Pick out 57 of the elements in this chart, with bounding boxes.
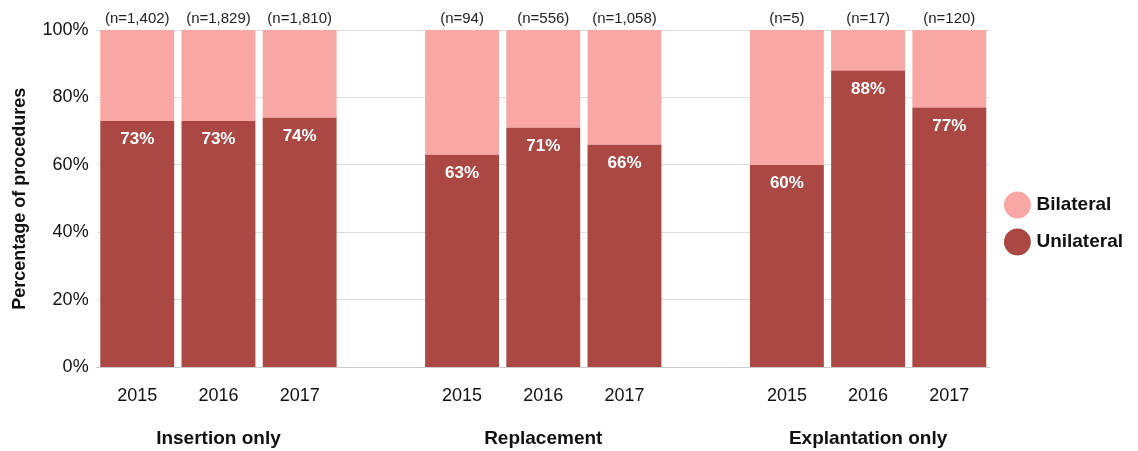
- text: (n=94): [440, 8, 484, 26]
- x-tick-label: 2015: [766, 385, 807, 406]
- bar: [587, 144, 662, 367]
- bar: [749, 30, 824, 165]
- data-label: 60%: [769, 173, 804, 193]
- bar: [425, 154, 500, 367]
- text: (n=1,402): [104, 8, 170, 26]
- x-tick-label: 2017: [604, 385, 645, 406]
- bar: [100, 121, 175, 367]
- x-tick-label: 2017: [279, 385, 320, 406]
- data-label: 77%: [932, 115, 967, 135]
- legend-label: Unilateral: [1036, 230, 1124, 252]
- data-label: 73%: [201, 129, 236, 149]
- y-tick-label: 20%: [52, 288, 89, 309]
- text: (n=17): [846, 8, 890, 26]
- y-tick-label: 40%: [52, 221, 89, 242]
- text: Insertion only: [156, 426, 282, 448]
- data-label: 88%: [851, 78, 886, 98]
- y-tick-label: 60%: [52, 153, 89, 174]
- data-label: 71%: [526, 136, 561, 156]
- bar: [912, 30, 987, 108]
- bar: [181, 30, 256, 122]
- bar: [749, 164, 824, 367]
- text: (n=1,058): [592, 8, 657, 26]
- bar: [912, 107, 987, 367]
- bar: [506, 30, 581, 128]
- data-label: 63%: [445, 163, 480, 183]
- x-tick-label: 2016: [523, 385, 564, 406]
- data-label: 74%: [282, 125, 317, 145]
- text: (n=1,810): [267, 8, 332, 26]
- bar: [425, 30, 500, 155]
- y-axis-title: Percentage of procedures: [8, 87, 29, 310]
- y-tick-label: 0%: [62, 356, 89, 377]
- bar: [831, 70, 906, 367]
- x-tick-label: 2017: [929, 385, 970, 406]
- text: (n=1,829): [186, 8, 251, 26]
- bar: [100, 30, 175, 122]
- legend-label: Bilateral: [1036, 193, 1112, 215]
- bar: [262, 30, 337, 118]
- x-tick-label: 2015: [117, 385, 158, 406]
- x-tick-label: 2016: [848, 385, 889, 406]
- bar: [181, 121, 256, 367]
- text: Explantation only: [788, 426, 948, 448]
- data-label: 66%: [607, 152, 642, 172]
- bar: [587, 30, 662, 145]
- data-label: 73%: [120, 129, 155, 149]
- y-tick-label: 80%: [52, 86, 89, 107]
- bar: [506, 127, 581, 367]
- text: Replacement: [484, 426, 604, 448]
- bar: [831, 30, 906, 71]
- y-tick-label: 100%: [42, 18, 89, 39]
- x-tick-label: 2016: [198, 385, 239, 406]
- text: (n=5): [769, 8, 805, 26]
- text: (n=556): [517, 8, 570, 26]
- text: (n=120): [923, 8, 976, 26]
- bar: [262, 117, 337, 367]
- x-tick-label: 2015: [442, 385, 483, 406]
